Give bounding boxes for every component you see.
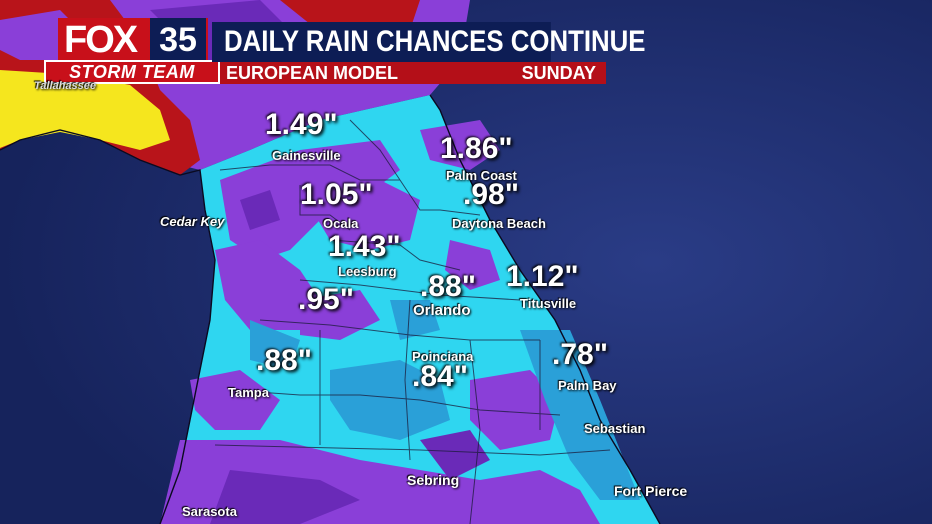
- rain-value-titusville: 1.12": [506, 260, 579, 293]
- city-poinciana: Poinciana: [412, 349, 474, 364]
- storm-team-badge: STORM TEAM: [44, 60, 220, 84]
- city-tampa: Tampa: [228, 385, 269, 400]
- rain-value-poinciana: .84": [412, 360, 468, 393]
- city-cedar-key: Cedar Key: [160, 214, 225, 229]
- rain-value-leesburg: 1.43": [328, 230, 401, 263]
- subheader-bar: EUROPEAN MODEL SUNDAY: [220, 62, 606, 84]
- city-fort-pierce: Fort Pierce: [614, 483, 688, 499]
- rain-value-palm-coast: 1.86": [440, 132, 513, 165]
- county-lines: [214, 119, 611, 524]
- city-sebring: Sebring: [407, 472, 460, 488]
- rain-value-orlando: .88": [420, 270, 476, 303]
- city-palm-coast: Palm Coast: [446, 168, 517, 183]
- coastline: [0, 94, 661, 524]
- model-label: EUROPEAN MODEL: [226, 63, 399, 83]
- rain-value-tampa: .88": [256, 344, 312, 377]
- city-sarasota: Sarasota: [182, 504, 237, 519]
- day-label: SUNDAY: [521, 63, 596, 83]
- header-banner: FOX 35 STORM TEAM DAILY RAIN CHANCES CON…: [0, 14, 645, 84]
- headline: DAILY RAIN CHANCES CONTINUE: [212, 22, 645, 62]
- city-leesburg: Leesburg: [338, 264, 397, 279]
- rain-value-ocala: 1.05": [300, 178, 373, 211]
- city-tallahassee: Tallahassee: [34, 80, 96, 92]
- channel-number: 35: [150, 18, 206, 62]
- rain-value-gainesville: 1.49": [265, 108, 338, 141]
- city-orlando: Orlando: [413, 302, 471, 319]
- rain-value-west-central: .95": [298, 283, 354, 316]
- city-ocala: Ocala: [323, 216, 359, 231]
- fox-logo: FOX: [64, 19, 138, 61]
- land-rain-layer: [0, 0, 660, 524]
- rain-value-daytona: .98": [463, 178, 519, 211]
- city-palm-bay: Palm Bay: [558, 378, 617, 393]
- rain-value-palm-bay: .78": [552, 338, 608, 371]
- city-daytona-beach: Daytona Beach: [452, 216, 546, 231]
- city-gainesville: Gainesville: [272, 148, 341, 163]
- city-titusville: Titusville: [520, 296, 577, 311]
- city-sebastian: Sebastian: [584, 421, 646, 436]
